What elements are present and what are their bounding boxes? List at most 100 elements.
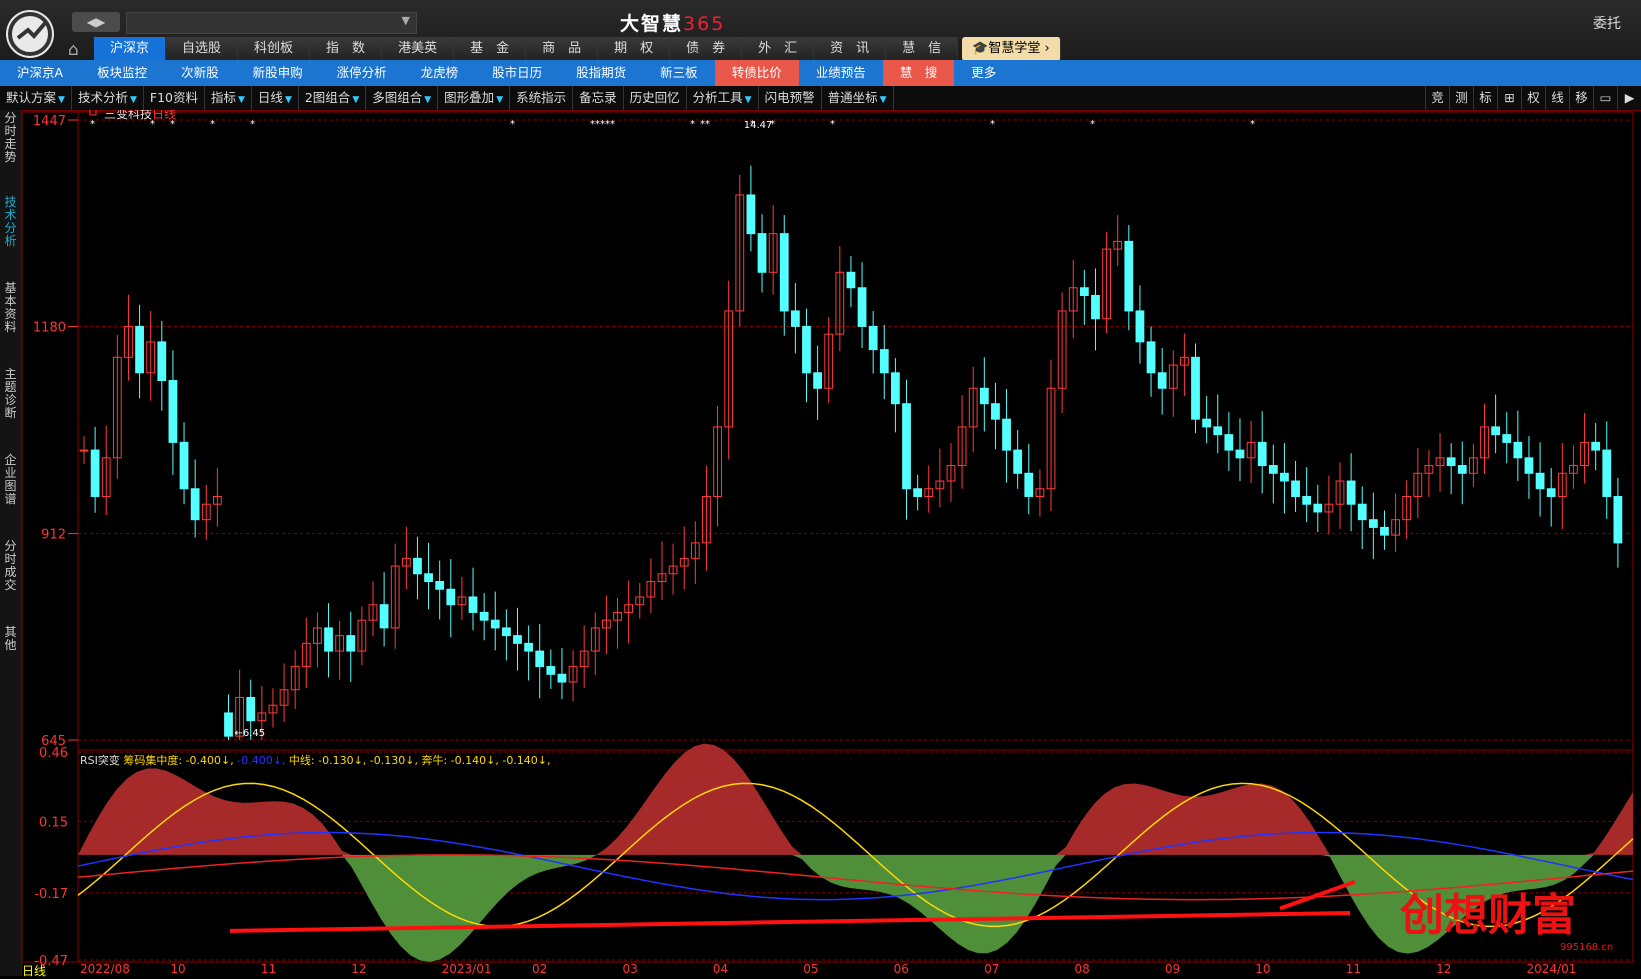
candle (1002, 389, 1011, 483)
candle-body (1068, 287, 1078, 312)
candle-body (1524, 457, 1534, 474)
candle (1268, 444, 1278, 504)
subnav-item[interactable]: 更多 (971, 65, 997, 80)
toolbar-right-button[interactable]: 标 (1473, 86, 1497, 110)
toolbar-right-button[interactable]: 竞 (1425, 86, 1449, 110)
candle (757, 214, 767, 293)
subnav-item[interactable]: 新股申购 (252, 65, 303, 80)
candle-body (201, 503, 211, 521)
side-tab[interactable]: 主题诊断 (4, 367, 17, 420)
chevron-down-icon[interactable]: ▼ (58, 95, 65, 105)
series-label: 筹码集中度: -0.400↓, (123, 753, 237, 767)
toolbar-right-button[interactable]: 测 (1449, 86, 1473, 110)
toolbar-item[interactable]: 日线 ▼ (252, 86, 299, 110)
toolbar-label: 默认方案 (6, 90, 57, 105)
candle (946, 443, 956, 502)
side-tab[interactable]: 基本资料 (4, 281, 17, 334)
subnav-item[interactable]: 板块监控 (97, 65, 148, 80)
toolbar-item[interactable]: 2图组合 ▼ (299, 86, 367, 110)
subnav-item[interactable]: 次新股 (181, 65, 219, 80)
toolbar-item[interactable]: 闪电预警 (759, 86, 822, 110)
toolbar-item[interactable]: 指标 ▼ (205, 86, 252, 110)
candle (1180, 333, 1189, 396)
candle-body (1246, 441, 1256, 459)
nav-tab[interactable]: 外 汇 (742, 37, 815, 61)
side-tab[interactable]: 分时走势 (4, 111, 17, 164)
chevron-down-icon[interactable]: ▼ (129, 95, 137, 105)
subnav-item[interactable]: 股指期货 (576, 65, 627, 80)
side-tab[interactable]: 技术分析 (4, 195, 17, 248)
nav-tab[interactable]: 指 数 (310, 37, 383, 61)
candle-body (868, 325, 878, 351)
nav-tab[interactable]: 基 金 (454, 37, 527, 61)
nav-tab[interactable]: 港美英 (382, 37, 455, 61)
chevron-down-icon[interactable]: ▼ (238, 95, 245, 105)
chevron-down-icon[interactable]: ▼ (879, 95, 887, 105)
address-dropdown[interactable]: ▼ (126, 12, 417, 34)
toolbar-item[interactable]: 多图组合 ▼ (366, 86, 439, 110)
candle (90, 426, 100, 513)
toolbar-item[interactable]: 默认方案 ▼ (0, 86, 72, 110)
toolbar-right-button[interactable]: ▶ (1617, 86, 1641, 110)
toolbar-right-button[interactable]: ⊞ (1497, 86, 1521, 110)
candle (902, 379, 911, 520)
candle (924, 465, 934, 513)
toolbar-right-button[interactable]: 移 (1569, 86, 1593, 110)
side-tab[interactable]: 企业图谱 (4, 453, 17, 506)
subnav-item[interactable]: 业绩预告 (815, 65, 866, 80)
candle (413, 536, 422, 600)
chevron-down-icon[interactable]: ▼ (424, 95, 432, 105)
nav-tab[interactable]: 资 讯 (814, 37, 887, 61)
nav-tab[interactable]: 慧 信 (886, 37, 959, 61)
nav-tab[interactable]: 沪深京 (94, 37, 167, 61)
candle (79, 436, 89, 465)
candle-body (235, 696, 245, 737)
toolbar-item[interactable]: F10资料 (144, 86, 205, 110)
candle-body (79, 449, 89, 452)
candle (1546, 467, 1556, 527)
app-logo[interactable] (6, 10, 54, 58)
candle-body (1569, 465, 1578, 474)
nav-tab[interactable]: 期 权 (598, 37, 671, 61)
toolbar-item[interactable]: 图形叠加 ▼ (438, 86, 511, 110)
x-tick-label: 10 (170, 962, 185, 976)
toolbar-item[interactable]: 普通坐标 ▼ (822, 86, 894, 110)
toolbar-right-button[interactable]: ▭ (1593, 86, 1617, 110)
subnav-item[interactable]: 慧 搜 (882, 60, 955, 86)
entrust-button[interactable]: 委托 (1593, 16, 1621, 32)
subnav-item[interactable]: 转债比价 (714, 60, 799, 86)
toolbar-item[interactable]: 技术分析 ▼ (72, 86, 144, 110)
nav-tab[interactable]: 🎓智慧学堂 › (962, 37, 1061, 61)
oscillator-negative-area (78, 854, 1633, 962)
toolbar-right-button[interactable]: 权 (1521, 86, 1545, 110)
subnav-item[interactable]: 沪深京A (17, 65, 64, 80)
candle (190, 459, 200, 538)
chevron-down-icon[interactable]: ▼ (744, 95, 752, 105)
nav-tab[interactable]: 债 券 (670, 37, 743, 61)
nav-tab[interactable]: 科创板 (238, 37, 311, 61)
chart-toolbar-right: 竞测标 ⊞ 权线移 ▭ ▶ (1425, 86, 1641, 110)
chevron-down-icon[interactable]: ▼ (352, 95, 360, 105)
toolbar-item[interactable]: 备忘录 (573, 86, 624, 110)
chevron-down-icon[interactable]: ▼ (496, 95, 504, 105)
toolbar-item[interactable]: 分析工具 ▼ (687, 86, 759, 110)
candle (824, 317, 834, 403)
subnav-item[interactable]: 股市日历 (492, 65, 543, 80)
home-icon[interactable]: ⌂ (68, 40, 79, 60)
toolbar-item[interactable]: 系统指示 (510, 86, 574, 110)
nav-tab[interactable]: 自选股 (166, 37, 239, 61)
toolbar-item[interactable]: 历史回忆 (624, 86, 687, 110)
candle-body (1002, 418, 1011, 451)
subnav-item[interactable]: 涨停分析 (336, 65, 387, 80)
back-forward-button[interactable]: ◀▶ (72, 12, 120, 32)
chevron-down-icon[interactable]: ▼ (284, 95, 292, 105)
side-tab[interactable]: 分时成交 (4, 539, 17, 592)
candle-body (546, 666, 556, 675)
side-tab[interactable]: 其他 (4, 625, 17, 652)
subnav-item[interactable]: 新三板 (660, 65, 698, 80)
toolbar-right-button[interactable]: 线 (1545, 86, 1569, 110)
subnav-item[interactable]: 龙虎榜 (420, 65, 459, 80)
candle (112, 334, 122, 479)
nav-tab[interactable]: 商 品 (526, 37, 599, 61)
